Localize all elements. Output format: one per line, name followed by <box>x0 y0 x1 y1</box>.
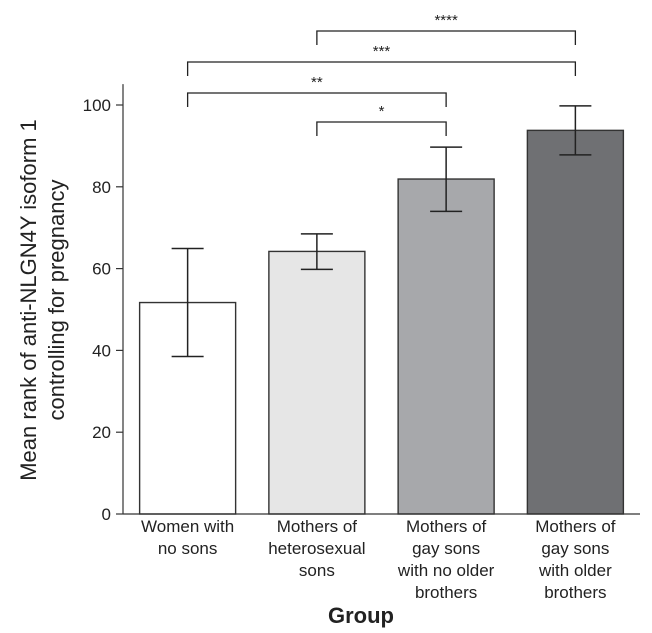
y-tick-label: 40 <box>92 341 111 360</box>
y-axis-label: Mean rank of anti-NLGN4Y isoform 1 contro… <box>16 119 69 481</box>
error-bars <box>171 105 592 358</box>
y-tick-label: 60 <box>92 260 111 279</box>
bar <box>397 178 495 515</box>
x-axis: Women with no sons Mothers of heterosexual s… <box>123 513 640 602</box>
y-tick-label: 100 <box>83 96 111 115</box>
significance-bracket <box>186 92 447 107</box>
significance-bracket <box>316 121 447 136</box>
x-axis-label: Group <box>328 603 394 628</box>
bar <box>268 250 366 515</box>
y-tick-label: 20 <box>92 423 111 442</box>
y-axis: 0 20 40 60 80 100 <box>83 84 124 524</box>
category-label: Mothers of gay sons with no older brothers <box>397 517 495 602</box>
y-tick-label: 0 <box>102 505 111 524</box>
category-label: Mothers of heterosexual sons <box>268 517 365 580</box>
category-label: Mothers of gay sons with older brothers <box>535 517 616 602</box>
significance-label: **** <box>434 12 458 29</box>
significance-brackets: ********** <box>186 12 577 136</box>
significance-bracket <box>316 30 577 45</box>
significance-label: * <box>379 103 385 120</box>
bar <box>526 129 625 515</box>
bars <box>138 129 625 515</box>
y-tick-label: 80 <box>92 178 111 197</box>
category-label: Women with no sons <box>141 517 234 558</box>
significance-bracket <box>186 61 577 76</box>
significance-label: ** <box>311 74 323 91</box>
significance-label: *** <box>373 43 391 60</box>
